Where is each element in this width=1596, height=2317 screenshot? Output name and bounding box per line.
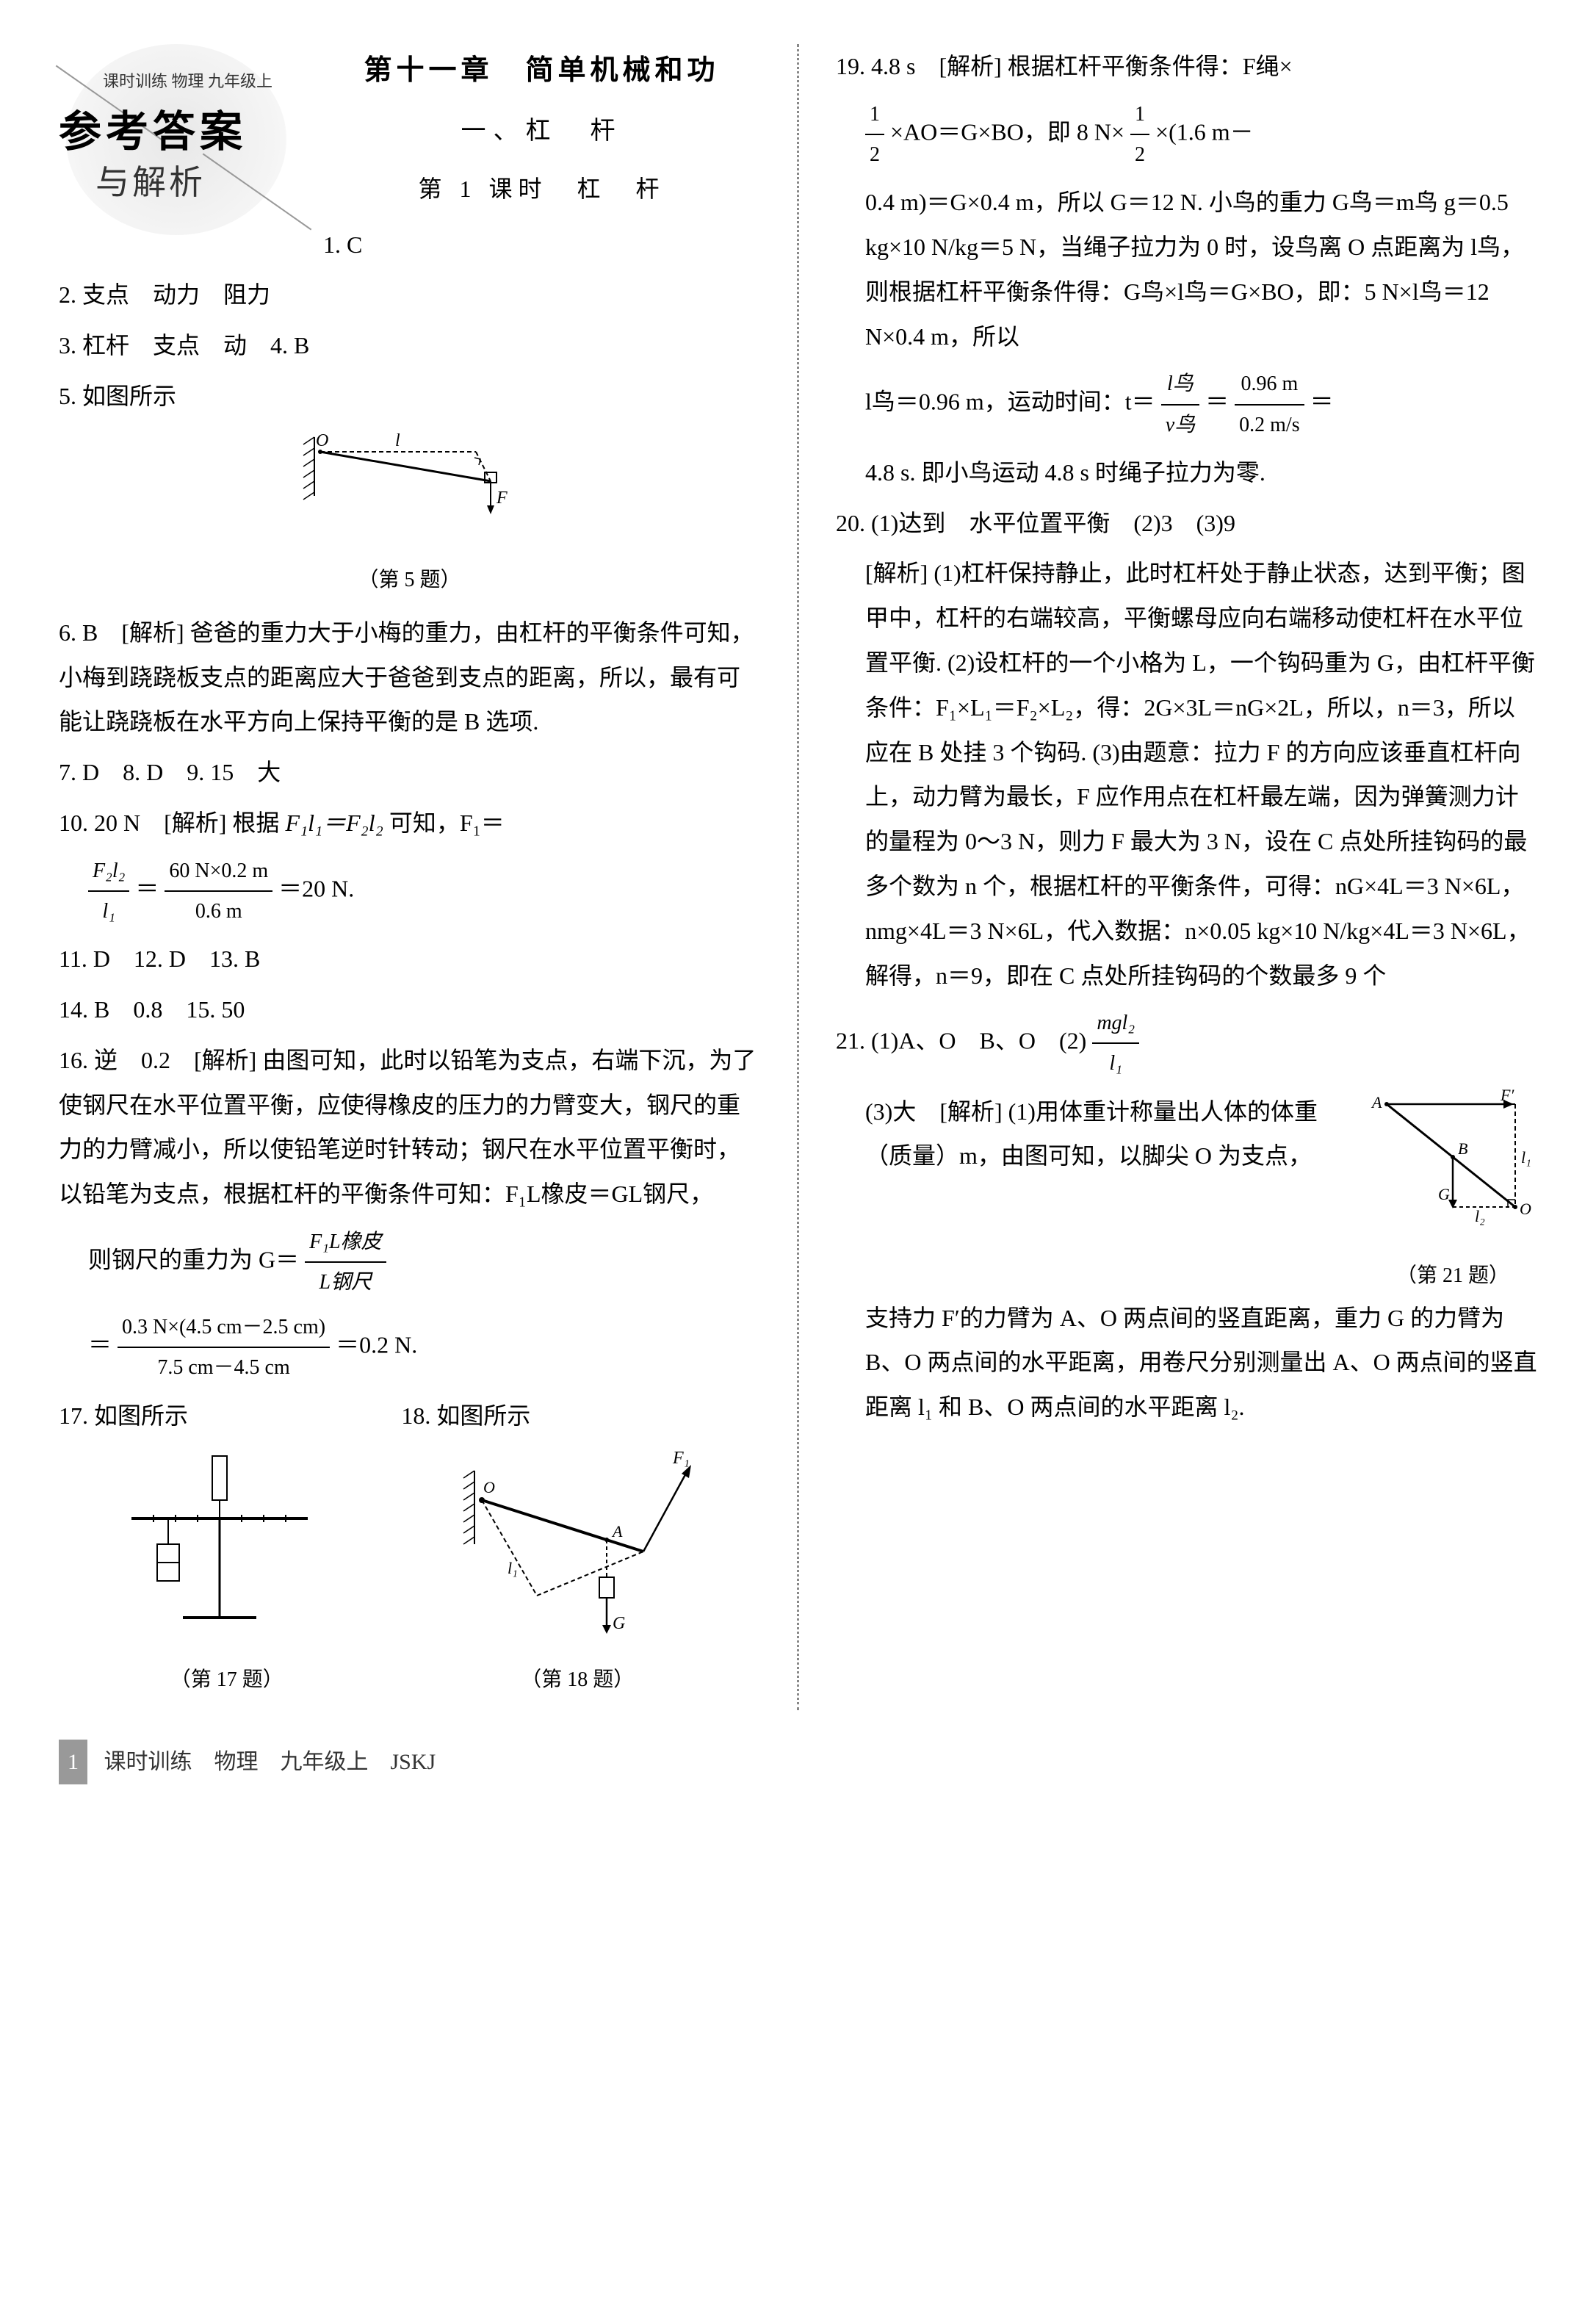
answer-3-4: 3. 杠杆 支点 动 4. B [59,323,760,368]
svg-text:F: F [496,489,508,508]
answer-21-p1: 21. (1)A、O B、O (2) mgl₂ l₁ [836,1003,1537,1083]
answer-badge: 课时训练 物理 九年级上 参考答案 与解析 [59,44,308,235]
answer-19-p4: 4.8 s. 即小鸟运动 4.8 s 时绳子拉力为零. [836,450,1537,495]
svg-text:G: G [613,1614,625,1633]
svg-text:A: A [1371,1093,1382,1111]
answer-6: 6. B [解析] 爸爸的重力大于小梅的重力，由杠杆的平衡条件可知，小梅到跷跷板… [59,610,760,744]
badge-subtitle: 与解析 [95,151,206,215]
a16-frac1: F₁L橡皮 L钢尺 [305,1222,386,1302]
a16-frac2: 0.3 N×(4.5 cm－2.5 cm) 7.5 cm－4.5 cm [118,1308,330,1387]
answer-16: 16. 逆 0.2 [解析] 由图可知，此时以铅笔为支点，右端下沉，为了使钢尺在… [59,1038,760,1217]
a16-end: ＝0.2 N. [336,1332,417,1358]
answer-16-frac-line: 则钢尺的重力为 G＝ F₁L橡皮 L钢尺 [59,1222,760,1302]
a19-mid1: ×AO＝G×BO，即 8 N× [890,118,1124,145]
a16-line2-pre: 则钢尺的重力为 G＝ [88,1246,299,1272]
a21-p1-pre: 21. (1)A、O B、O (2) [836,1028,1086,1054]
figure-17: （第 17 题） [117,1449,337,1699]
svg-text:l: l [395,431,400,450]
answer-2: 2. 支点 动力 阻力 [59,273,760,317]
lever-force-diagram-icon: O F₁ l₁ A [452,1449,702,1640]
a10-frac2: 60 N×0.2 m 0.6 m [165,851,272,931]
a17-label: 17. 如图所示 [59,1394,395,1438]
figure-18-caption: （第 18 题） [452,1660,702,1699]
a10-frac1: F₂l₂ l₁ [88,851,129,931]
svg-text:O: O [1520,1200,1531,1218]
svg-text:F′: F′ [1500,1089,1514,1104]
a10-eq: ＝ [135,875,159,901]
answer-17-18-labels: 17. 如图所示 18. 如图所示 [59,1394,760,1438]
answer-10: 10. 20 N [解析] 根据 F₁l₁＝F₂l₂ 可知，F₁＝ [59,801,760,846]
answer-10-frac: F₂l₂ l₁ ＝ 60 N×0.2 m 0.6 m ＝20 N. [59,851,760,931]
a19-eq: ＝ [1205,389,1229,415]
footer-text: 课时训练 物理 九年级上 JSKJ [104,1750,436,1774]
a19-frac4: 0.96 m 0.2 m/s [1235,364,1304,444]
svg-text:O: O [316,431,328,450]
a10-pre: 10. 20 N [解析] 根据 [59,810,285,836]
answer-19-p2: 0.4 m)＝G×0.4 m，所以 G＝12 N. 小鸟的重力 G鸟＝m鸟 g＝… [836,180,1537,358]
a19-mid2: ×(1.6 m－ [1155,118,1254,145]
triangle-force-diagram-icon: A F′ l₁ B G O [1368,1089,1537,1236]
svg-text:B: B [1458,1139,1467,1158]
lever-diagram-icon: O l F [292,430,527,540]
a19-eq2: ＝ [1310,389,1334,415]
figure-5-caption: （第 5 题） [59,561,760,599]
balance-diagram-icon [117,1449,337,1640]
a19-frac1: 1 2 [865,95,884,174]
svg-text:l₂: l₂ [1475,1207,1485,1225]
figures-17-18: （第 17 题） O [59,1449,760,1699]
answer-11-12-13: 11. D 12. D 13. B [59,937,760,981]
column-divider [797,44,799,1710]
a10-end: ＝20 N. [278,875,354,901]
answer-20-expl: [解析] (1)杠杆保持静止，此时杠杆处于静止状态，达到平衡；图甲中，杠杆的右端… [836,551,1537,998]
answer-14-15: 14. B 0.8 15. 50 [59,987,760,1032]
a19-frac2: 1 2 [1130,95,1149,174]
figure-18: O F₁ l₁ A [452,1449,702,1699]
a19-frac3: l鸟 v鸟 [1161,364,1199,444]
figure-21: A F′ l₁ B G O [1368,1089,1537,1296]
a10-formula: F₁l₁＝F₂l₂ [285,810,383,836]
a16-eq1: ＝ [88,1332,112,1358]
answer-5-label: 5. 如图所示 [59,374,760,419]
answer-21-p3: 支持力 F′的力臂为 A、O 两点间的竖直距离，重力 G 的力臂为 B、O 两点… [836,1296,1537,1430]
right-column: 19. 4.8 s [解析] 根据杠杆平衡条件得：F绳× 1 2 ×AO＝G×B… [836,44,1537,1710]
svg-text:l₁: l₁ [1521,1148,1531,1167]
svg-text:A: A [611,1522,623,1541]
figure-21-caption: （第 21 题） [1368,1256,1537,1295]
svg-text:O: O [483,1478,495,1496]
a19-p3-pre: l鸟＝0.96 m，运动时间：t＝ [865,389,1155,415]
a10-mid: 可知，F₁＝ [389,810,505,836]
page-footer: 1 课时训练 物理 九年级上 JSKJ [59,1740,1537,1784]
answer-20: 20. (1)达到 水平位置平衡 (2)3 (3)9 [836,501,1537,546]
answer-4: 4. B [270,332,309,358]
answer-16-frac2-line: ＝ 0.3 N×(4.5 cm－2.5 cm) 7.5 cm－4.5 cm ＝0… [59,1308,760,1387]
a19-pre: 19. 4.8 s [解析] 根据杠杆平衡条件得：F绳× [836,53,1293,79]
svg-text:l₁: l₁ [508,1559,518,1577]
left-column: 课时训练 物理 九年级上 参考答案 与解析 第十一章 简单机械和功 一、杠 杆 … [59,44,760,1710]
svg-text:G: G [1438,1185,1450,1203]
answer-19-p3: l鸟＝0.96 m，运动时间：t＝ l鸟 v鸟 ＝ 0.96 m 0.2 m/s… [836,364,1537,444]
answer-3: 3. 杠杆 支点 动 [59,332,270,358]
answer-19-line2: 1 2 ×AO＝G×BO，即 8 N× 1 2 ×(1.6 m－ [836,95,1537,174]
answer-19-line1: 19. 4.8 s [解析] 根据杠杆平衡条件得：F绳× [836,44,1537,89]
page-number: 1 [59,1740,87,1784]
svg-text:F₁: F₁ [672,1449,690,1468]
answer-7-8-9: 7. D 8. D 9. 15 大 [59,750,760,795]
a18-label: 18. 如图所示 [401,1402,530,1429]
figure-17-caption: （第 17 题） [117,1660,337,1699]
a21-frac: mgl₂ l₁ [1092,1003,1139,1083]
figure-5: O l F （第 5 题） [59,430,760,599]
